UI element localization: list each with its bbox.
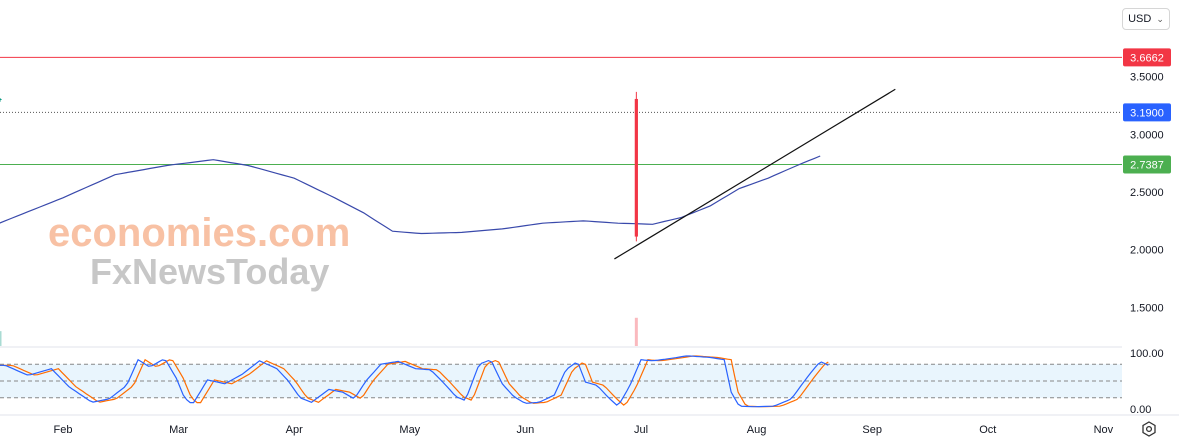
support-label: 2.7387 <box>1130 159 1164 171</box>
month-tick-label: Aug <box>747 424 767 436</box>
candle-body <box>634 98 638 237</box>
watermark: economies.com FxNewsToday <box>48 211 350 292</box>
candle-body <box>0 98 2 100</box>
settings-button[interactable] <box>1140 420 1158 438</box>
price-tick-label: 1.5000 <box>1130 302 1164 314</box>
month-tick-label: Mar <box>169 424 188 436</box>
volume-bar <box>0 331 2 346</box>
price-tick-label: 3.0000 <box>1130 129 1164 141</box>
volume-bars <box>0 317 638 346</box>
stoch-k-line <box>0 355 829 408</box>
month-tick-label: Jun <box>517 424 535 436</box>
currency-label: USD <box>1128 13 1152 25</box>
chevron-down-icon: ⌄ <box>1156 13 1164 24</box>
volume-bar <box>634 317 638 346</box>
horizontal-levels <box>0 56 1122 165</box>
time-axis[interactable]: Feb Mar Apr May Jun Jul Aug Sep Oct Nov <box>0 414 1179 436</box>
stochastic-panel <box>0 346 1122 408</box>
price-tick-label: 3.5000 <box>1130 72 1164 84</box>
month-tick-label: Jul <box>634 424 648 436</box>
watermark-economies: economies.com <box>48 211 350 255</box>
currency-select[interactable]: USD ⌄ <box>1122 8 1170 30</box>
support-label-box <box>1123 155 1171 174</box>
candlesticks <box>0 91 638 242</box>
month-tick-label: May <box>399 424 420 436</box>
price-tick-label: 2.5000 <box>1130 187 1164 199</box>
trendline[interactable] <box>614 88 896 260</box>
resistance-label: 3.6662 <box>1130 52 1164 64</box>
month-tick-label: Sep <box>862 424 882 436</box>
watermark-fxnewstoday: FxNewsToday <box>90 251 329 292</box>
stoch-tick-label: 100.00 <box>1130 348 1164 360</box>
gear-icon <box>1142 421 1156 437</box>
stoch-tick-label: 0.00 <box>1130 404 1151 416</box>
price-labels: 3.6662 3.1900 2.7387 <box>1123 48 1171 174</box>
month-tick-label: Nov <box>1094 424 1114 436</box>
price-tick-label: 2.0000 <box>1130 245 1164 257</box>
price-axis[interactable]: 3.5000 3.0000 2.5000 2.0000 1.5000 100.00 0.00 <box>1130 72 1164 416</box>
trendline-segment <box>614 88 896 260</box>
month-tick-label: Feb <box>54 424 73 436</box>
last-price-label-box <box>1123 103 1171 122</box>
resistance-label-box <box>1123 48 1171 67</box>
last-price-label: 3.1900 <box>1130 107 1164 119</box>
month-tick-label: Apr <box>286 424 303 436</box>
month-tick-label: Oct <box>979 424 996 436</box>
